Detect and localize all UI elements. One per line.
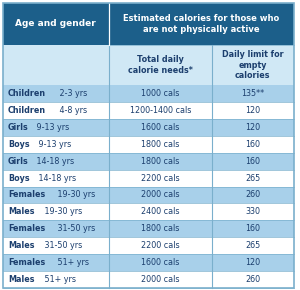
- Text: 265: 265: [245, 173, 260, 182]
- Text: Males: Males: [8, 207, 34, 216]
- Bar: [109, 102, 294, 119]
- Text: Females: Females: [8, 191, 45, 200]
- Text: 1600 cals: 1600 cals: [141, 123, 179, 132]
- Text: Daily limit for
empty
calories: Daily limit for empty calories: [222, 50, 284, 80]
- Text: Children: Children: [8, 89, 46, 98]
- Text: 1200-1400 cals: 1200-1400 cals: [130, 106, 191, 115]
- Text: Males: Males: [8, 275, 34, 284]
- Text: 19-30 yrs: 19-30 yrs: [42, 207, 82, 216]
- Bar: [3, 220, 109, 237]
- Bar: [109, 136, 294, 153]
- Text: 1600 cals: 1600 cals: [141, 258, 179, 267]
- Text: Estimated calories for those who
are not physically active: Estimated calories for those who are not…: [123, 14, 279, 34]
- Bar: [109, 186, 294, 203]
- Text: 2000 cals: 2000 cals: [141, 275, 179, 284]
- Text: 1800 cals: 1800 cals: [141, 224, 179, 233]
- Bar: [109, 170, 294, 186]
- Bar: [3, 237, 109, 254]
- Text: Age and gender: Age and gender: [16, 19, 96, 28]
- Text: 260: 260: [245, 191, 260, 200]
- Bar: [3, 153, 109, 170]
- Bar: [109, 254, 294, 271]
- Text: 160: 160: [245, 224, 260, 233]
- Text: 120: 120: [245, 106, 260, 115]
- Text: 2400 cals: 2400 cals: [141, 207, 179, 216]
- Bar: [3, 254, 109, 271]
- Text: 135**: 135**: [241, 89, 264, 98]
- Bar: [3, 203, 109, 220]
- Bar: [3, 3, 294, 45]
- Text: 9-13 yrs: 9-13 yrs: [35, 140, 71, 149]
- Text: 19-30 yrs: 19-30 yrs: [56, 191, 96, 200]
- Text: 2-3 yrs: 2-3 yrs: [57, 89, 87, 98]
- Text: 51+ yrs: 51+ yrs: [42, 275, 76, 284]
- Bar: [3, 170, 109, 186]
- Bar: [109, 237, 294, 254]
- Text: Females: Females: [8, 224, 45, 233]
- Text: 160: 160: [245, 157, 260, 166]
- Bar: [109, 271, 294, 288]
- Text: 1800 cals: 1800 cals: [141, 157, 179, 166]
- Text: 9-13 yrs: 9-13 yrs: [34, 123, 70, 132]
- Text: 2200 cals: 2200 cals: [141, 241, 179, 250]
- Text: 14-18 yrs: 14-18 yrs: [35, 173, 76, 182]
- Bar: [109, 153, 294, 170]
- Text: Girls: Girls: [8, 123, 29, 132]
- Text: 120: 120: [245, 258, 260, 267]
- Text: 1800 cals: 1800 cals: [141, 140, 179, 149]
- Text: Males: Males: [8, 241, 34, 250]
- Text: 31-50 yrs: 31-50 yrs: [56, 224, 96, 233]
- Bar: [109, 85, 294, 102]
- Text: 51+ yrs: 51+ yrs: [56, 258, 89, 267]
- Bar: [3, 271, 109, 288]
- Bar: [3, 45, 294, 85]
- Text: 2000 cals: 2000 cals: [141, 191, 179, 200]
- Bar: [3, 119, 109, 136]
- Text: 2200 cals: 2200 cals: [141, 173, 179, 182]
- Bar: [3, 136, 109, 153]
- Text: Total daily
calorie needs*: Total daily calorie needs*: [128, 55, 193, 75]
- Text: 4-8 yrs: 4-8 yrs: [57, 106, 87, 115]
- Bar: [3, 102, 109, 119]
- Bar: [3, 85, 109, 102]
- Text: Girls: Girls: [8, 157, 29, 166]
- Text: 160: 160: [245, 140, 260, 149]
- Text: 260: 260: [245, 275, 260, 284]
- Bar: [109, 220, 294, 237]
- Text: 14-18 yrs: 14-18 yrs: [34, 157, 74, 166]
- Text: Boys: Boys: [8, 140, 29, 149]
- Text: 31-50 yrs: 31-50 yrs: [42, 241, 82, 250]
- Text: Children: Children: [8, 106, 46, 115]
- Text: 330: 330: [245, 207, 260, 216]
- Text: Females: Females: [8, 258, 45, 267]
- Text: 1000 cals: 1000 cals: [141, 89, 179, 98]
- Bar: [109, 119, 294, 136]
- Bar: [109, 203, 294, 220]
- Text: 265: 265: [245, 241, 260, 250]
- Text: Boys: Boys: [8, 173, 29, 182]
- Bar: [3, 186, 109, 203]
- Text: 120: 120: [245, 123, 260, 132]
